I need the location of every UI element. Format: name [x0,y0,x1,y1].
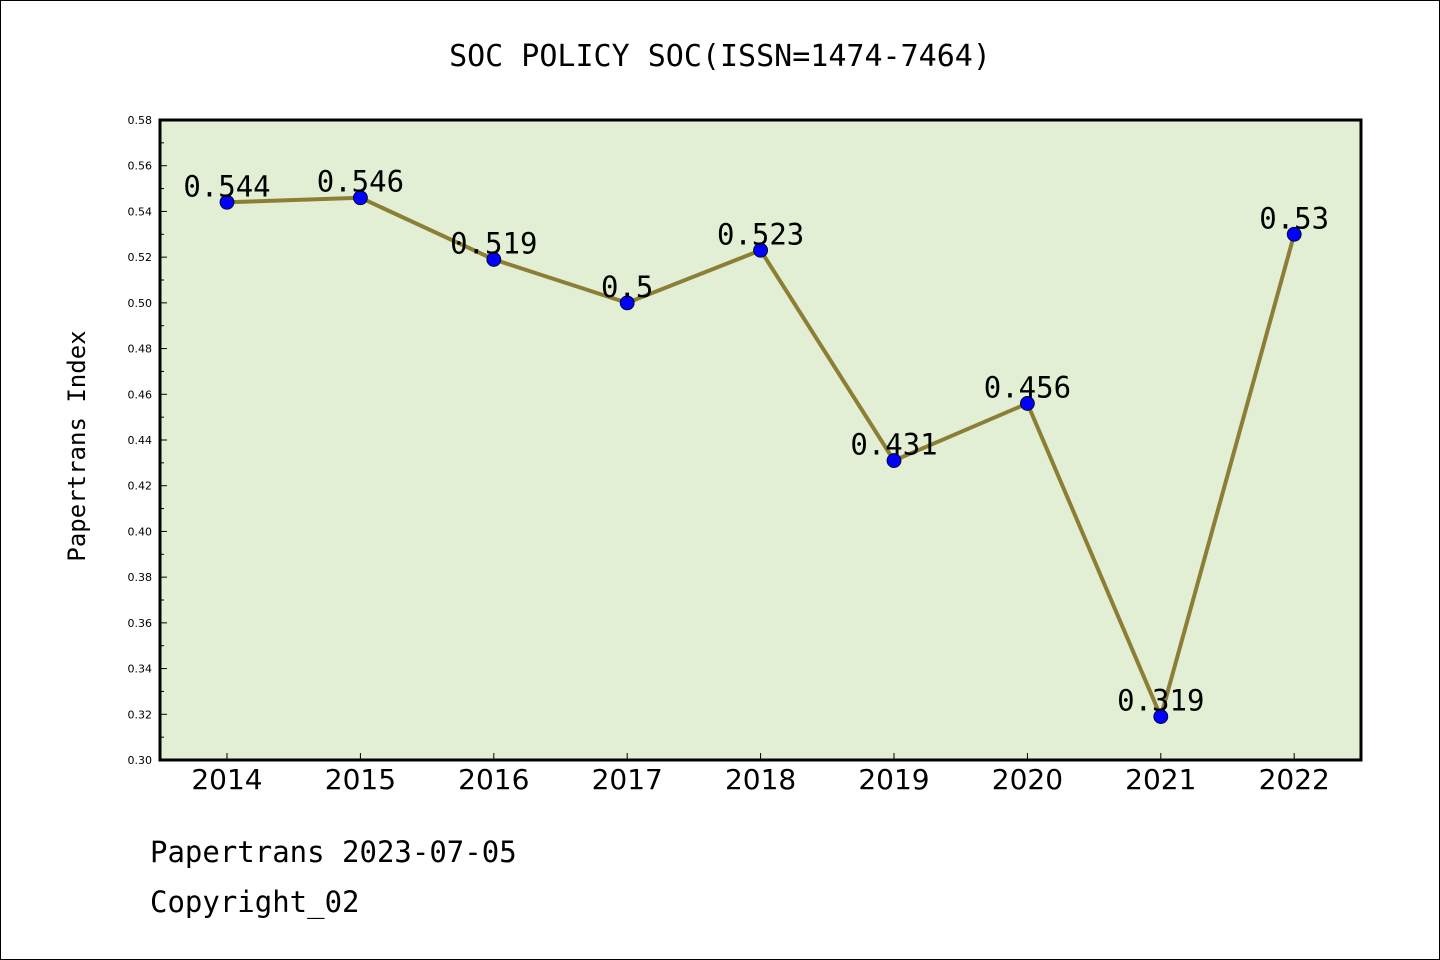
x-tick-label: 2015 [325,763,396,796]
data-point [619,295,635,311]
data-point [352,190,368,206]
y-tick-label: 0.56 [128,160,153,173]
plot-border [158,118,1363,762]
x-tick-label: 2020 [992,763,1063,796]
data-label: 0.319 [1117,684,1204,718]
data-point [1020,396,1035,411]
data-label: 0.53 [1259,201,1329,235]
data-points [219,190,1302,724]
footer-date: Papertrans 2023-07-05 [150,835,517,869]
y-tick-label: 0.30 [128,754,153,767]
x-tick-label: 2022 [1259,763,1330,796]
footer-copyright: Copyright_02 [150,885,360,919]
y-tick-label: 0.54 [128,205,153,218]
data-labels: 0.544 0.546 0.519 0.5 0.523 0.431 0.456 0.319 0.… [183,165,1329,718]
data-label: 0.431 [850,428,937,462]
y-tick-label: 0.40 [128,525,153,538]
y-tick-label: 0.38 [128,571,153,584]
data-point [1153,709,1169,724]
y-tick-label: 0.34 [128,663,153,676]
y-tick-label: 0.42 [128,480,153,493]
y-tick-label: 0.32 [128,708,153,721]
data-point [219,194,235,210]
data-label: 0.5 [601,270,653,304]
y-tick-label: 0.44 [128,434,153,447]
data-label: 0.523 [717,217,804,251]
y-tick-label: 0.36 [128,617,153,630]
x-tick-label: 2018 [725,763,796,796]
chart-title: SOC POLICY SOC(ISSN=1474-7464) [449,39,991,74]
data-label: 0.456 [984,370,1071,404]
data-label: 0.519 [450,226,537,260]
data-label: 0.546 [317,165,404,199]
x-tick-label: 2017 [592,763,663,796]
data-point [886,453,902,468]
data-point [1286,226,1302,242]
y-tick-label: 0.52 [128,251,153,264]
x-tick-label: 2014 [191,763,262,796]
x-tick-label: 2021 [1125,763,1196,796]
y-axis-label: Papertrans Index [63,330,91,561]
x-tick-label: 2016 [458,763,529,796]
y-tick-label: 0.48 [128,343,153,356]
x-tick-label: 2019 [858,763,929,796]
data-point [753,242,768,258]
y-tick-label: 0.50 [128,297,153,310]
x-axis: 2014 2015 2016 2017 2018 2019 2020 2021 2022 [191,753,1330,796]
plot-area [160,120,1361,760]
y-tick-label: 0.46 [128,388,153,401]
y-tick-label: 0.58 [128,114,153,127]
data-point [486,252,502,267]
data-label: 0.544 [183,169,270,203]
